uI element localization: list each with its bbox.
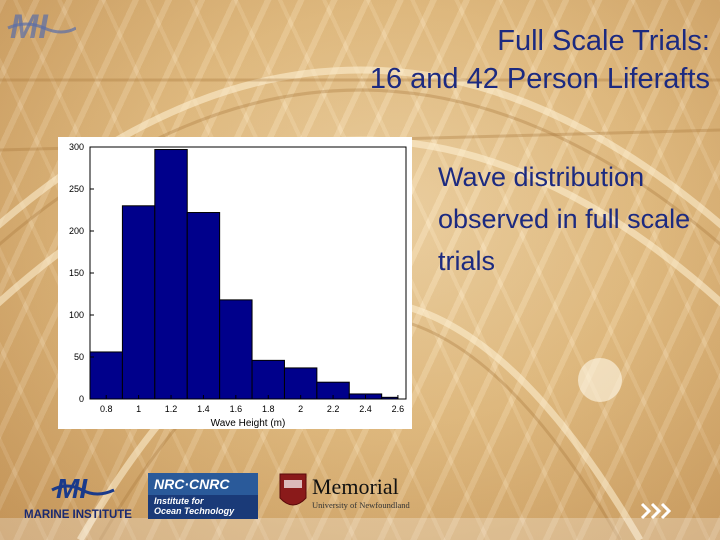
x-tick-label-4: 1.6 [230, 404, 243, 414]
histogram-bar-2 [154, 149, 188, 400]
x-axis-label: Wave Height (m) [211, 418, 286, 429]
nrc-wordmark: NRC·CNRC [154, 476, 230, 492]
histogram-bar-3 [186, 212, 221, 400]
x-tick-label-9: 2.6 [392, 404, 405, 414]
memorial-university-logo: Memorial University of Newfoundland [276, 470, 421, 516]
nrc-cnrc-logo: NRC·CNRC Institute for Ocean Technology [148, 473, 258, 519]
x-tick-label-8: 2.4 [359, 404, 372, 414]
y-tick-label-3: 150 [69, 268, 84, 278]
histogram-bar-1 [121, 205, 156, 400]
y-tick-label-0: 0 [79, 394, 84, 404]
y-tick-label-6: 300 [69, 142, 84, 152]
title-line-2: 16 and 42 Person Liferafts [369, 63, 710, 95]
bullet-text: Wave distribution observed in full scale… [438, 162, 691, 276]
memorial-subtitle: University of Newfoundland [312, 500, 410, 510]
histogram-bar-0 [89, 351, 123, 400]
y-tick-label-5: 250 [69, 184, 84, 194]
memorial-wordmark: Memorial [312, 474, 399, 499]
footer-band [0, 518, 720, 540]
title-line-1: Full Scale Trials: [497, 25, 710, 57]
x-tick-label-3: 1.4 [197, 404, 210, 414]
marine-institute-top-logo: MI [6, 6, 77, 46]
slide-title: Full Scale Trials: 16 and 42 Person Life… [370, 22, 710, 98]
x-tick-label-7: 2.2 [327, 404, 340, 414]
x-tick-label-1: 1 [136, 404, 141, 414]
wave-height-histogram: 0 50 100 150 200 250 300 0.8 1 1.2 1.4 1.6 1.8 2 2.2 2… [69, 142, 407, 429]
y-tick-label-1: 50 [74, 352, 84, 362]
histogram-bar-6 [283, 367, 318, 400]
crest-icon [279, 473, 307, 506]
y-tick-label-4: 200 [69, 226, 84, 236]
x-tick-label-5: 1.8 [262, 404, 275, 414]
mi-mark: MI [56, 473, 88, 504]
x-tick-label-6: 2 [298, 404, 303, 414]
marine-institute-wordmark: MARINE INSTITUTE [24, 509, 132, 521]
x-tick-label-0: 0.8 [100, 404, 113, 414]
histogram-panel: 0 50 100 150 200 250 300 0.8 1 1.2 1.4 1.6 1.8 2 2.2 2… [58, 137, 412, 429]
nrc-subtitle-2: Ocean Technology [154, 506, 235, 516]
chevrons-icon [640, 502, 672, 520]
histogram-bar-4 [219, 299, 253, 400]
marine-institute-logo: MI MARINE INSTITUTE [22, 470, 137, 522]
nrc-subtitle-1: Institute for [154, 496, 204, 506]
histogram-bar-5 [251, 359, 285, 400]
y-tick-label-2: 100 [69, 310, 84, 320]
x-tick-label-2: 1.2 [165, 404, 178, 414]
